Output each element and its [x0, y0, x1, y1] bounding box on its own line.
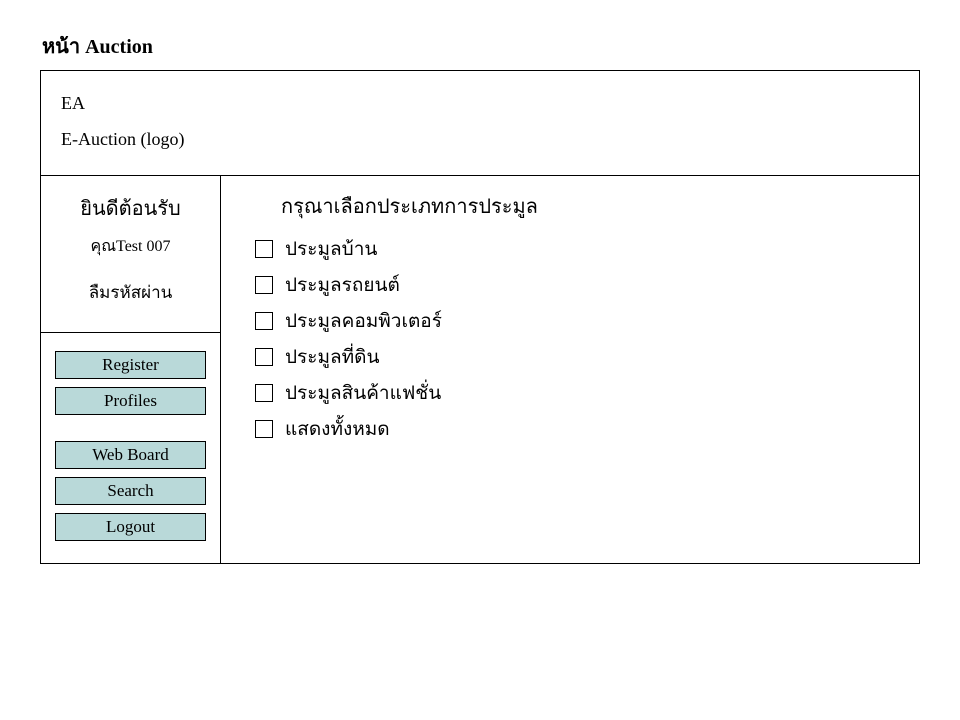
category-option[interactable]: ประมูลสินค้าแฟชั่น [255, 378, 899, 408]
category-label: ประมูลบ้าน [285, 234, 377, 264]
page-title: หน้า Auction [0, 0, 960, 70]
category-checkbox-car[interactable] [255, 276, 273, 294]
main-content: กรุณาเลือกประเภทการประมูล ประมูลบ้าน ประ… [221, 176, 919, 563]
nav-box: Register Profiles Web Board Search Logou… [41, 333, 220, 563]
category-checkbox-fashion[interactable] [255, 384, 273, 402]
category-option[interactable]: ประมูลรถยนต์ [255, 270, 899, 300]
logo-line-2: E-Auction (logo) [61, 121, 899, 157]
category-option[interactable]: ประมูลคอมพิวเตอร์ [255, 306, 899, 336]
webboard-button[interactable]: Web Board [55, 441, 206, 469]
forgot-password-link[interactable]: ลืมรหัสผ่าน [49, 279, 212, 306]
sidebar: ยินดีต้อนรับ คุณTest 007 ลืมรหัสผ่าน Reg… [41, 176, 221, 563]
logout-button[interactable]: Logout [55, 513, 206, 541]
logo-line-1: EA [61, 85, 899, 121]
search-button[interactable]: Search [55, 477, 206, 505]
category-label: ประมูลคอมพิวเตอร์ [285, 306, 442, 336]
category-checkbox-all[interactable] [255, 420, 273, 438]
welcome-title: ยินดีต้อนรับ [49, 192, 212, 224]
welcome-user: คุณTest 007 [49, 234, 212, 259]
category-label: แสดงทั้งหมด [285, 414, 390, 444]
category-checkbox-land[interactable] [255, 348, 273, 366]
category-label: ประมูลสินค้าแฟชั่น [285, 378, 441, 408]
header-logo-area: EA E-Auction (logo) [41, 71, 919, 175]
welcome-box: ยินดีต้อนรับ คุณTest 007 ลืมรหัสผ่าน [41, 176, 220, 333]
category-checkbox-computer[interactable] [255, 312, 273, 330]
category-label: ประมูลที่ดิน [285, 342, 380, 372]
category-title: กรุณาเลือกประเภทการประมูล [281, 190, 899, 222]
category-option[interactable]: แสดงทั้งหมด [255, 414, 899, 444]
category-label: ประมูลรถยนต์ [285, 270, 400, 300]
category-checkbox-house[interactable] [255, 240, 273, 258]
register-button[interactable]: Register [55, 351, 206, 379]
category-option[interactable]: ประมูลที่ดิน [255, 342, 899, 372]
category-option[interactable]: ประมูลบ้าน [255, 234, 899, 264]
main-panel: EA E-Auction (logo) ยินดีต้อนรับ คุณTest… [40, 70, 920, 564]
profiles-button[interactable]: Profiles [55, 387, 206, 415]
